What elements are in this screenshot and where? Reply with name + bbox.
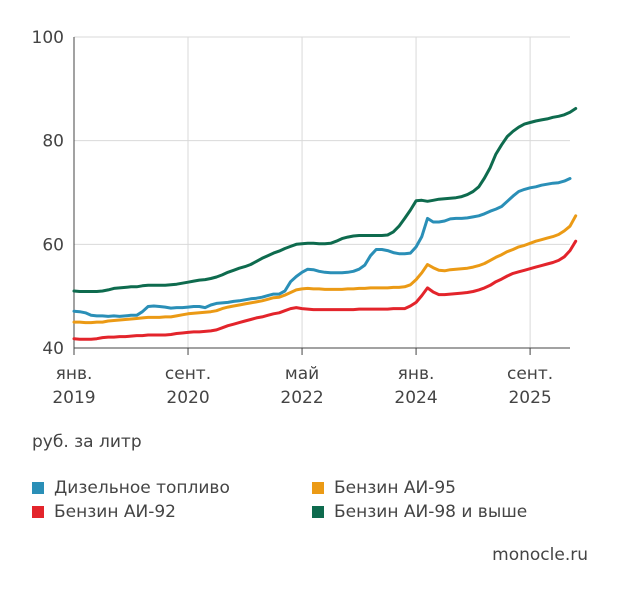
series-line-1 (72, 214, 578, 325)
y-tick-label-100: 100 (32, 28, 64, 48)
legend-label-ai98: Бензин АИ-98 и выше (334, 502, 528, 522)
legend-label-diesel: Дизельное топливо (54, 478, 230, 498)
x-tick-label-4: сент. (507, 364, 553, 384)
legend-swatch-ai98 (312, 506, 324, 518)
x-tick-year-2: 2022 (280, 388, 323, 408)
legend-item-ai98: Бензин АИ-98 и выше (312, 502, 527, 522)
x-tick-year-0: 2019 (52, 388, 95, 408)
legend-label-ai92: Бензин АИ-92 (54, 502, 176, 522)
series-line-0 (72, 177, 572, 318)
series-line-3 (72, 107, 578, 293)
x-tick-year-1: 2020 (166, 388, 209, 408)
legend-item-ai95: Бензин АИ-95 (312, 478, 456, 498)
y-tick-label-40: 40 (42, 339, 64, 359)
line-chart: 40 60 80 100 янв. 2019 сент. 2020 май 2022 янв. 202… (32, 28, 578, 408)
legend: Дизельное топливо Бензин АИ-95 Бензин АИ… (32, 478, 592, 538)
unit-label: руб. за литр (32, 432, 142, 452)
legend-item-diesel: Дизельное топливо (32, 478, 230, 498)
x-tick-label-3: янв. (398, 364, 435, 384)
legend-swatch-diesel (32, 482, 44, 494)
source-label: monocle.ru (492, 545, 588, 565)
x-tick-label-1: сент. (165, 364, 211, 384)
x-tick-year-4: 2025 (508, 388, 551, 408)
x-tick-year-3: 2024 (394, 388, 437, 408)
y-tick-label-60: 60 (42, 235, 64, 255)
series-line-2 (72, 239, 578, 341)
y-tick-label-80: 80 (42, 132, 64, 152)
legend-swatch-ai95 (312, 482, 324, 494)
x-tick-label-2: май (285, 364, 319, 384)
legend-swatch-ai92 (32, 506, 44, 518)
x-tick-label-0: янв. (56, 364, 93, 384)
legend-label-ai95: Бензин АИ-95 (334, 478, 456, 498)
legend-item-ai92: Бензин АИ-92 (32, 502, 176, 522)
